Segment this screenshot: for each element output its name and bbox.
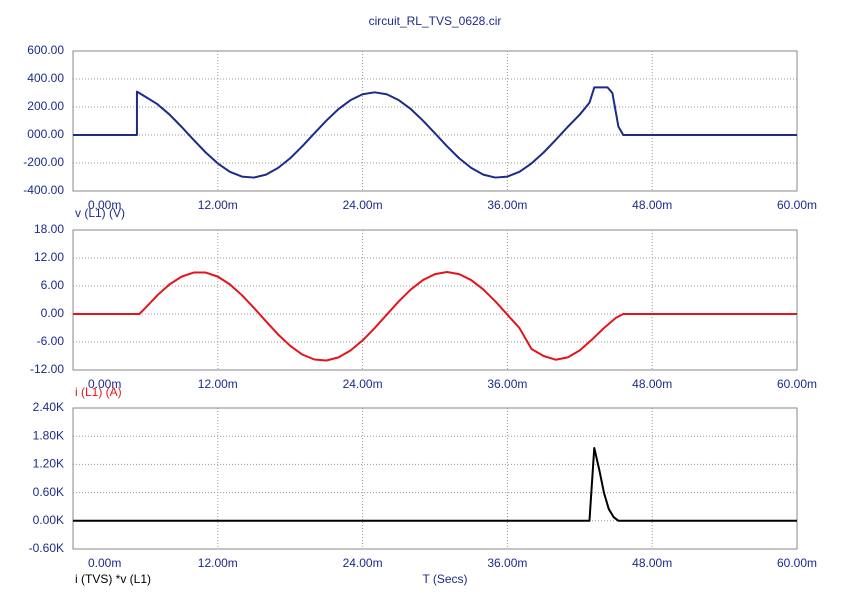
x-tick-label: 12.00m [198,556,238,570]
x-tick-label: 24.00m [343,556,383,570]
y-tick-label: 6.00 [41,278,65,292]
y-axis-label: i (TVS) *v (L1) [75,572,151,586]
x-tick-label: 24.00m [343,198,383,212]
plot-frame [72,229,798,371]
x-tick-label: 0.00m [88,377,121,391]
y-tick-label: -12.00 [30,362,64,376]
x-tick-label: 60.00m [777,556,817,570]
x-tick-label: 48.00m [632,198,672,212]
y-tick-label: -0.60K [29,541,64,555]
y-tick-label: 1.80K [33,428,64,442]
plot-frame [72,50,798,192]
y-axis-label: v (L1) (V) [75,206,125,220]
x-tick-label: 60.00m [777,377,817,391]
chart-title: circuit_RL_TVS_0628.cir [369,14,502,28]
y-tick-label: 400.00 [27,71,64,85]
y-tick-label: 1.20K [33,457,64,471]
x-tick-label: 36.00m [487,556,527,570]
x-tick-label: 0.00m [88,198,121,212]
y-tick-label: 000.00 [27,127,64,141]
y-tick-label: 0.00 [41,306,65,320]
x-tick-label: 36.00m [487,198,527,212]
y-axis-label: i (L1) (A) [75,385,122,399]
x-axis-label: T (Secs) [422,572,467,586]
y-tick-label: 600.00 [27,43,64,57]
series-line [73,271,797,362]
y-tick-label: 2.40K [33,400,64,414]
x-tick-label: 24.00m [343,377,383,391]
x-tick-label: 48.00m [632,377,672,391]
series-line [73,446,797,522]
x-tick-label: 48.00m [632,556,672,570]
y-tick-label: -200.00 [23,155,64,169]
x-tick-label: 60.00m [777,198,817,212]
x-tick-label: 12.00m [198,377,238,391]
y-tick-label: -400.00 [23,183,64,197]
y-tick-label: 12.00 [34,250,64,264]
x-tick-label: 12.00m [198,198,238,212]
x-tick-label: 0.00m [88,556,121,570]
y-tick-label: -6.00 [37,334,65,348]
y-tick-label: 0.60K [33,485,64,499]
series-line [73,86,797,179]
y-tick-label: 200.00 [27,99,64,113]
x-tick-label: 36.00m [487,377,527,391]
y-tick-label: 18.00 [34,222,64,236]
y-tick-label: 0.00K [33,513,64,527]
plot-frame [72,407,798,550]
